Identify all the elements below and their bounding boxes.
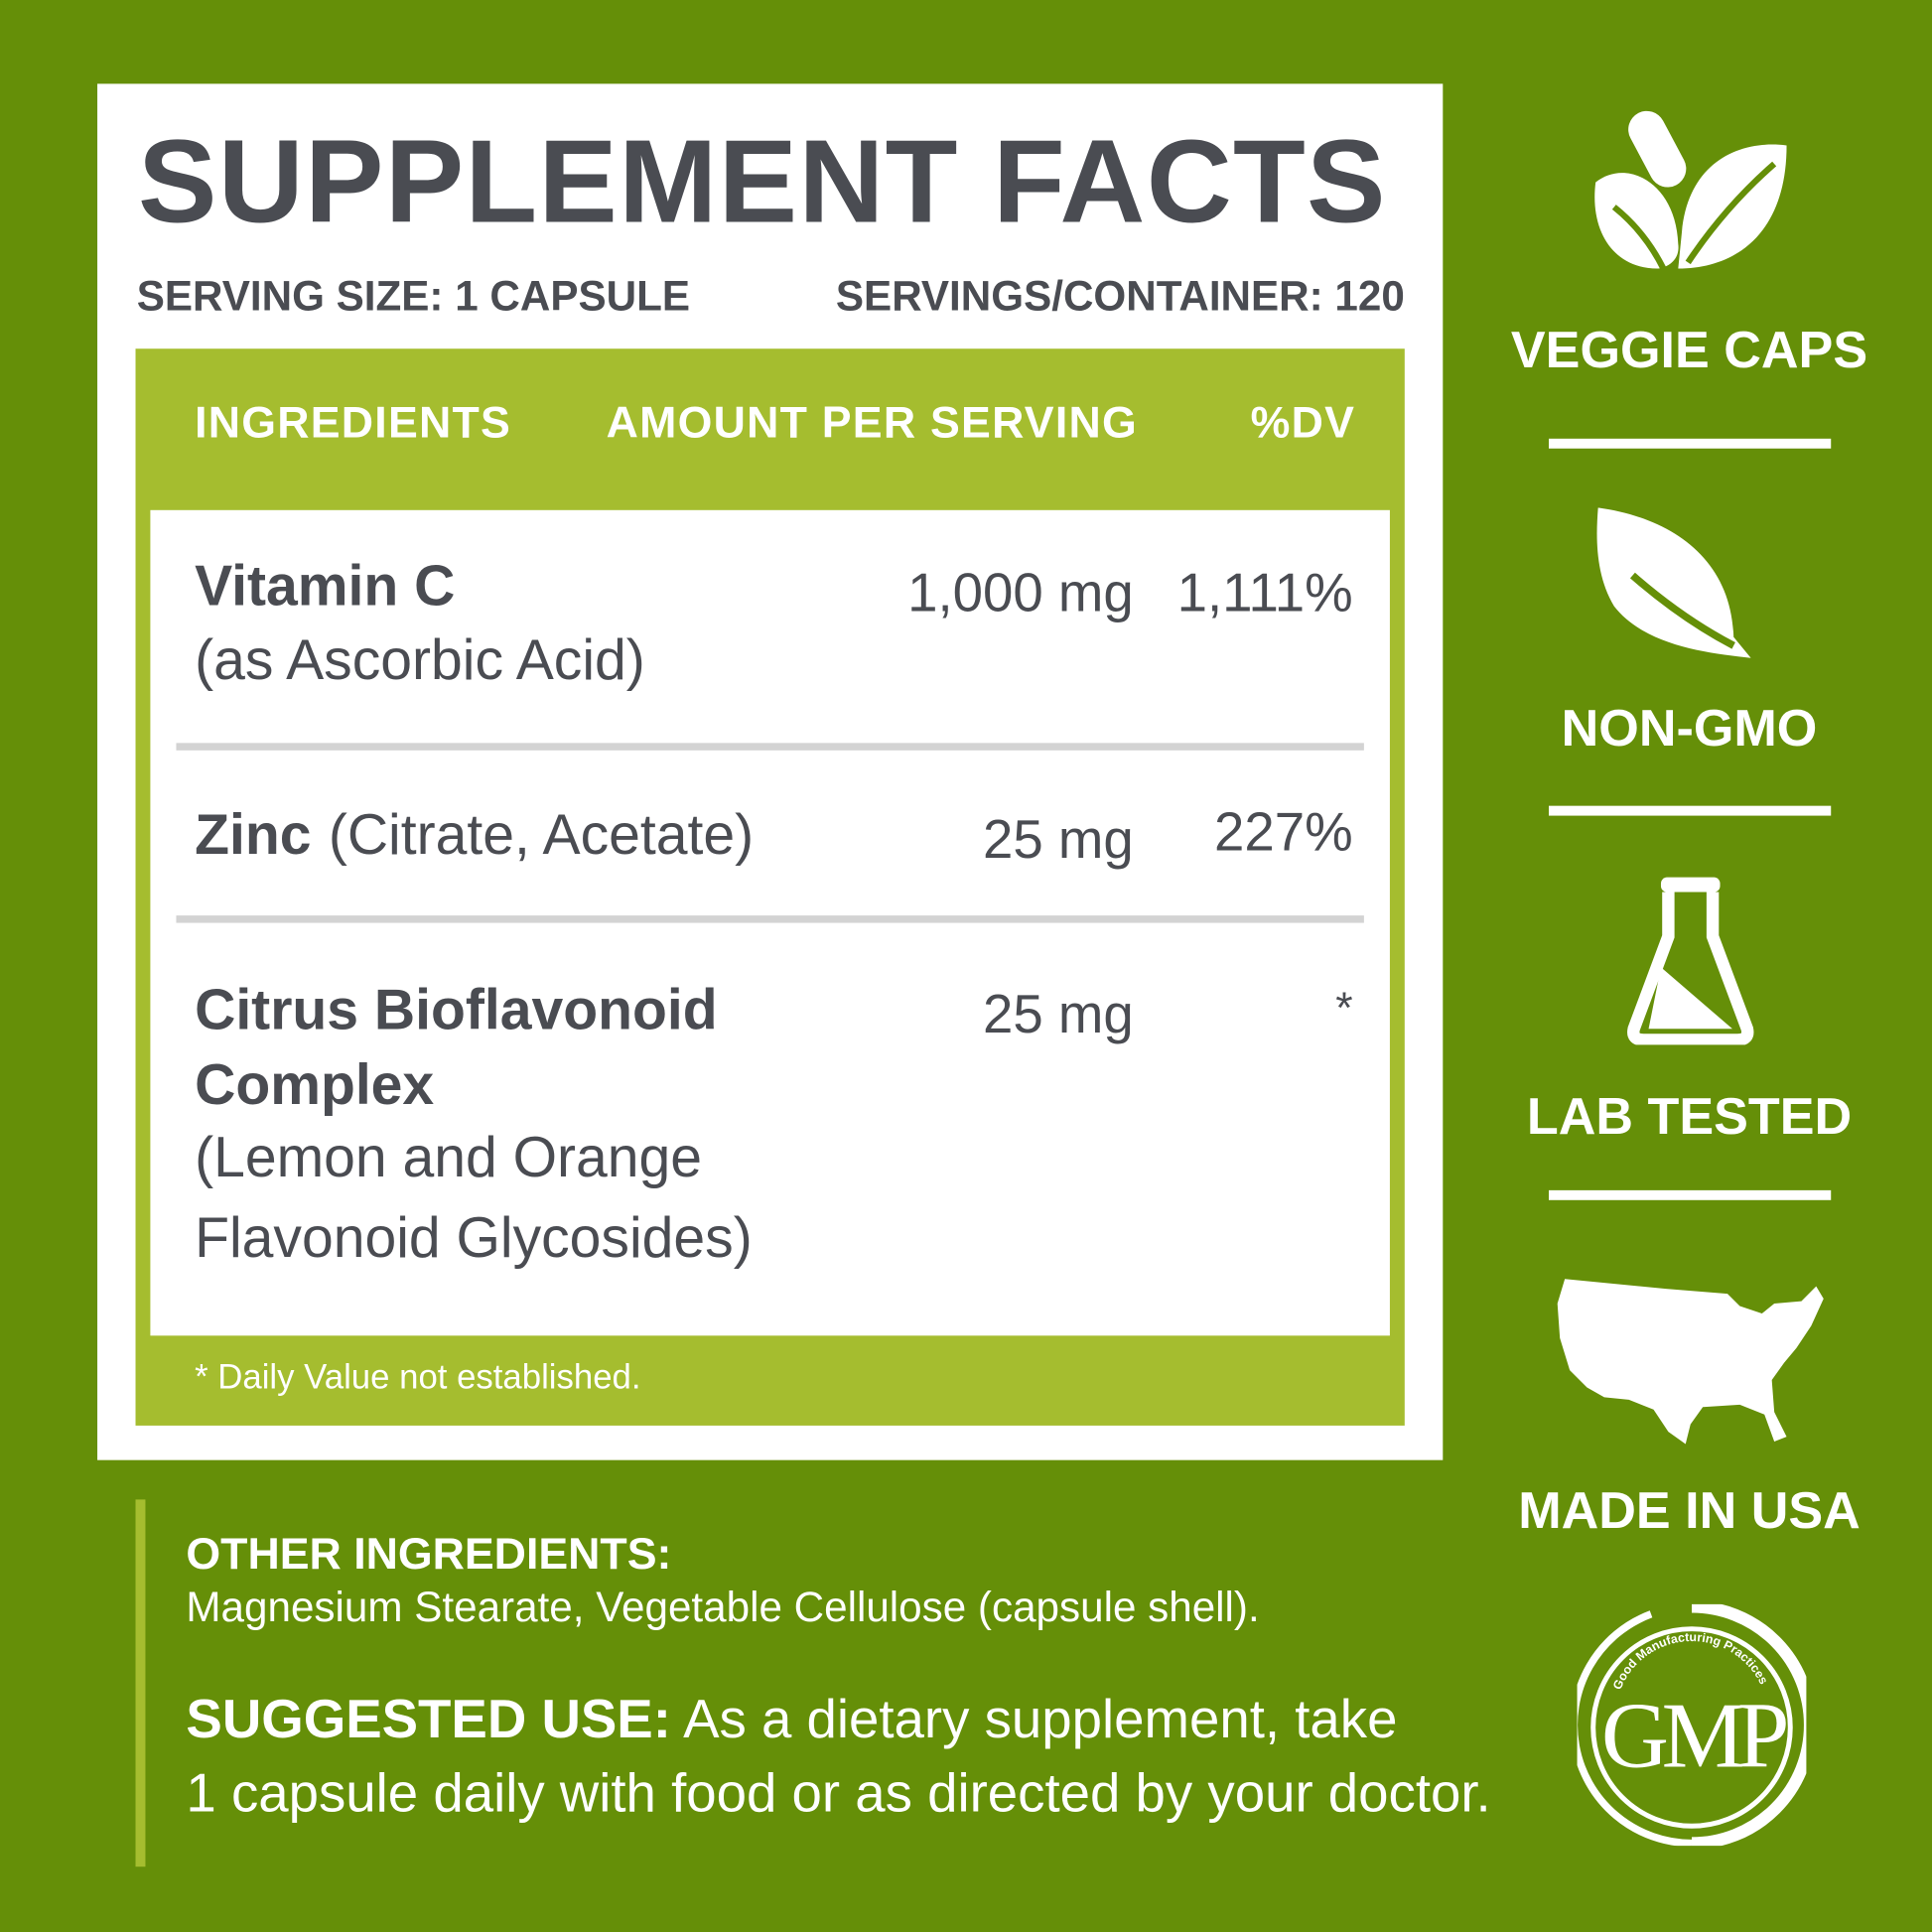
header-ingredients: INGREDIENTS — [195, 396, 512, 448]
badge-divider — [1549, 438, 1832, 449]
servings-per-container: SERVINGS/CONTAINER: 120 — [835, 273, 1405, 321]
ingredient-name: Vitamin C — [195, 553, 456, 618]
suggested-use-heading: SUGGESTED USE: — [186, 1689, 671, 1750]
suggested-use-text-line2: 1 capsule daily with food or as directed… — [186, 1762, 1491, 1824]
gmp-ring-text: Good Manufacturing Practices — [1610, 1630, 1771, 1692]
badge-divider — [1549, 1189, 1832, 1200]
ingredient-detail: (Lemon and Orange — [195, 1125, 703, 1189]
ingredient-amount: 25 mg — [983, 984, 1134, 1045]
badge-veggie-caps: VEGGIE CAPS — [1510, 320, 1868, 379]
accent-bar — [135, 1499, 146, 1867]
header-amount: AMOUNT PER SERVING — [606, 396, 1138, 448]
ingredient-dv: 227% — [1214, 801, 1353, 863]
footnote: * Daily Value not established. — [195, 1357, 641, 1397]
flask-icon — [1627, 877, 1754, 1045]
badge-non-gmo: NON-GMO — [1561, 698, 1818, 758]
ingredient-amount: 1,000 mg — [907, 563, 1134, 623]
badge-made-in-usa: MADE IN USA — [1518, 1480, 1861, 1540]
ingredient-dv: 1,111% — [1176, 563, 1353, 623]
ingredient-name-line2: Complex — [195, 1051, 435, 1117]
ingredient-amount: 25 mg — [983, 809, 1134, 871]
ingredient-dv: * — [1335, 982, 1353, 1034]
table-body — [150, 509, 1390, 1336]
suggested-use-text: As a dietary supplement, take — [670, 1689, 1398, 1750]
other-ingredients-text: Magnesium Stearate, Vegetable Cellulose … — [186, 1585, 1260, 1632]
capsule-leaves-icon — [1594, 110, 1787, 270]
other-ingredients-heading: OTHER INGREDIENTS: — [186, 1527, 672, 1579]
ingredient-detail-line2: Flavonoid Glycosides) — [195, 1204, 753, 1270]
ingredient-detail: (Citrate, Acetate) — [328, 801, 755, 867]
page-title: SUPPLEMENT FACTS — [137, 115, 1387, 248]
table-row: Zinc (Citrate, Acetate) — [195, 806, 754, 863]
badge-lab-tested: LAB TESTED — [1526, 1086, 1853, 1145]
ingredient-name: Zinc — [195, 801, 312, 867]
gmp-logo: GMP Good Manufacturing Practices — [1577, 1603, 1807, 1847]
header-dv: %DV — [1250, 396, 1356, 448]
ingredient-detail: (as Ascorbic Acid) — [195, 626, 645, 692]
gmp-text: GMP — [1601, 1685, 1786, 1788]
ingredient-name: Citrus Bioflavonoid — [195, 977, 718, 1041]
row-divider — [176, 743, 1364, 751]
row-divider — [176, 915, 1364, 923]
badge-divider — [1549, 805, 1832, 816]
leaf-icon — [1596, 507, 1751, 658]
suggested-use: SUGGESTED USE: As a dietary supplement, … — [186, 1693, 1397, 1747]
usa-map-icon — [1557, 1279, 1824, 1445]
serving-size: SERVING SIZE: 1 CAPSULE — [136, 273, 691, 321]
